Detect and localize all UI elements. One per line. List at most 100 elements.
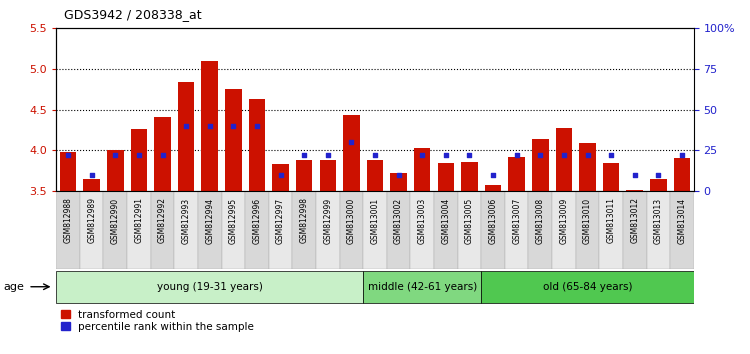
Text: GSM813008: GSM813008 bbox=[536, 198, 544, 244]
Bar bbox=[154, 117, 171, 191]
Bar bbox=[130, 129, 147, 191]
Bar bbox=[482, 271, 694, 303]
Bar bbox=[83, 179, 100, 191]
Point bbox=[298, 153, 310, 158]
Text: GSM813014: GSM813014 bbox=[677, 198, 686, 244]
Text: GSM813000: GSM813000 bbox=[347, 198, 356, 244]
Bar bbox=[60, 152, 76, 191]
Text: GSM812992: GSM812992 bbox=[158, 198, 167, 244]
Text: GSM813007: GSM813007 bbox=[512, 198, 521, 244]
Bar bbox=[387, 191, 410, 269]
Bar bbox=[127, 191, 151, 269]
Bar bbox=[343, 115, 360, 191]
Point bbox=[511, 153, 523, 158]
Point bbox=[133, 153, 145, 158]
Point bbox=[392, 172, 404, 178]
Text: GSM813012: GSM813012 bbox=[630, 198, 639, 244]
Text: GSM812998: GSM812998 bbox=[300, 198, 309, 244]
Text: GSM813011: GSM813011 bbox=[607, 198, 616, 244]
Text: GSM813004: GSM813004 bbox=[441, 198, 450, 244]
Point bbox=[227, 123, 239, 129]
Bar bbox=[529, 191, 552, 269]
Bar bbox=[107, 150, 124, 191]
Point bbox=[157, 153, 169, 158]
Text: GDS3942 / 208338_at: GDS3942 / 208338_at bbox=[64, 8, 201, 21]
Point bbox=[558, 153, 570, 158]
Bar bbox=[552, 191, 576, 269]
Text: old (65-84 years): old (65-84 years) bbox=[543, 282, 632, 292]
Text: GSM813010: GSM813010 bbox=[583, 198, 592, 244]
Point bbox=[110, 153, 122, 158]
Point bbox=[369, 153, 381, 158]
Bar bbox=[670, 191, 694, 269]
Text: GSM813002: GSM813002 bbox=[394, 198, 403, 244]
Text: GSM813006: GSM813006 bbox=[488, 198, 497, 244]
Bar bbox=[320, 160, 336, 191]
Point bbox=[346, 139, 358, 145]
Point bbox=[628, 172, 640, 178]
Text: middle (42-61 years): middle (42-61 years) bbox=[368, 282, 477, 292]
Bar bbox=[509, 157, 525, 191]
Bar bbox=[437, 162, 454, 191]
Point bbox=[62, 153, 74, 158]
Point bbox=[322, 153, 334, 158]
Bar bbox=[626, 189, 643, 191]
Bar bbox=[482, 191, 505, 269]
Text: GSM812993: GSM812993 bbox=[182, 198, 190, 244]
Text: GSM812997: GSM812997 bbox=[276, 198, 285, 244]
Bar bbox=[80, 191, 104, 269]
Point bbox=[534, 153, 546, 158]
Point bbox=[440, 153, 452, 158]
Bar bbox=[390, 173, 406, 191]
Point bbox=[605, 153, 617, 158]
Text: GSM812989: GSM812989 bbox=[87, 198, 96, 244]
Text: GSM812999: GSM812999 bbox=[323, 198, 332, 244]
Text: GSM813013: GSM813013 bbox=[654, 198, 663, 244]
Bar bbox=[556, 128, 572, 191]
Text: GSM812994: GSM812994 bbox=[206, 198, 214, 244]
Bar bbox=[202, 61, 218, 191]
Bar bbox=[603, 164, 619, 191]
Bar bbox=[174, 191, 198, 269]
Text: GSM812995: GSM812995 bbox=[229, 198, 238, 244]
Point bbox=[581, 153, 593, 158]
Point bbox=[464, 153, 476, 158]
Bar bbox=[249, 99, 266, 191]
Point bbox=[652, 172, 664, 178]
Bar bbox=[363, 271, 482, 303]
Bar bbox=[198, 191, 221, 269]
Bar bbox=[221, 191, 245, 269]
Bar bbox=[461, 162, 478, 191]
Bar bbox=[292, 191, 316, 269]
Text: GSM813005: GSM813005 bbox=[465, 198, 474, 244]
Point bbox=[204, 123, 216, 129]
Bar bbox=[178, 82, 194, 191]
Bar bbox=[599, 191, 623, 269]
Text: GSM812996: GSM812996 bbox=[253, 198, 262, 244]
Bar bbox=[151, 191, 174, 269]
Bar bbox=[316, 191, 340, 269]
Bar bbox=[268, 191, 292, 269]
Bar bbox=[484, 185, 501, 191]
Bar bbox=[414, 148, 430, 191]
Bar bbox=[245, 191, 268, 269]
Bar bbox=[623, 191, 646, 269]
Point bbox=[274, 172, 286, 178]
Point bbox=[251, 123, 263, 129]
Text: GSM813003: GSM813003 bbox=[418, 198, 427, 244]
Bar bbox=[576, 191, 599, 269]
Text: GSM813009: GSM813009 bbox=[560, 198, 568, 244]
Point bbox=[676, 153, 688, 158]
Point bbox=[416, 153, 428, 158]
Bar bbox=[410, 191, 434, 269]
Bar bbox=[650, 179, 667, 191]
Bar bbox=[367, 160, 383, 191]
Point bbox=[487, 172, 499, 178]
Bar bbox=[296, 160, 313, 191]
Point bbox=[86, 172, 98, 178]
Bar bbox=[434, 191, 457, 269]
Text: GSM812988: GSM812988 bbox=[64, 198, 73, 243]
Bar bbox=[363, 191, 387, 269]
Point bbox=[180, 123, 192, 129]
Bar bbox=[272, 164, 289, 191]
